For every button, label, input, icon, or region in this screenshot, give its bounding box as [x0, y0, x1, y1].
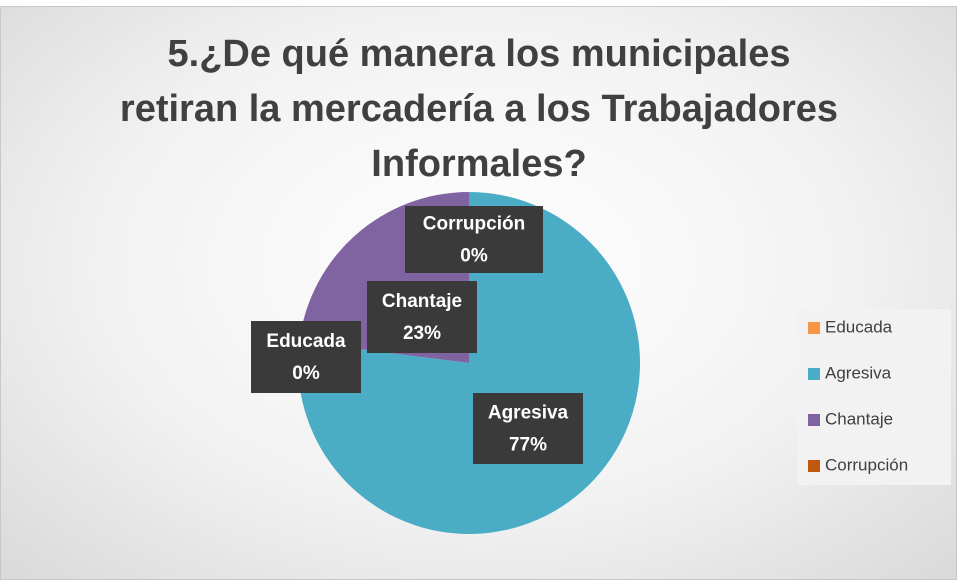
- chart: Educada 0% Agresiva 77% Chantaje 23% Corrupció…: [251, 192, 951, 535]
- chart-area: Educada 0% Agresiva 77% Chantaje 23% Corrupció…: [0, 6, 957, 580]
- data-label-name: Corrupción: [423, 214, 525, 235]
- legend-swatch: [808, 414, 820, 426]
- data-label-value: 0%: [292, 363, 320, 384]
- legend-swatch: [808, 460, 820, 472]
- data-label-box: [251, 321, 361, 393]
- data-label-value: 77%: [509, 435, 547, 456]
- legend-swatch: [808, 322, 820, 334]
- legend-label: Educada: [825, 317, 893, 336]
- legend-label: Agresiva: [825, 363, 892, 382]
- legend-label: Corrupción: [825, 455, 908, 474]
- data-label-name: Educada: [266, 331, 346, 352]
- data-label-box: [473, 393, 583, 464]
- chart-title: 5.¿De qué manera los municipales retiran…: [119, 33, 839, 185]
- data-label-name: Agresiva: [488, 403, 569, 424]
- data-label-value: 0%: [460, 246, 488, 267]
- data-label-box: [405, 206, 543, 273]
- legend-label: Chantaje: [825, 409, 893, 428]
- data-label-value: 23%: [403, 323, 441, 344]
- legend-box: [797, 309, 951, 485]
- legend-swatch: [808, 368, 820, 380]
- data-label-name: Chantaje: [382, 291, 462, 312]
- data-label-box: [367, 281, 477, 353]
